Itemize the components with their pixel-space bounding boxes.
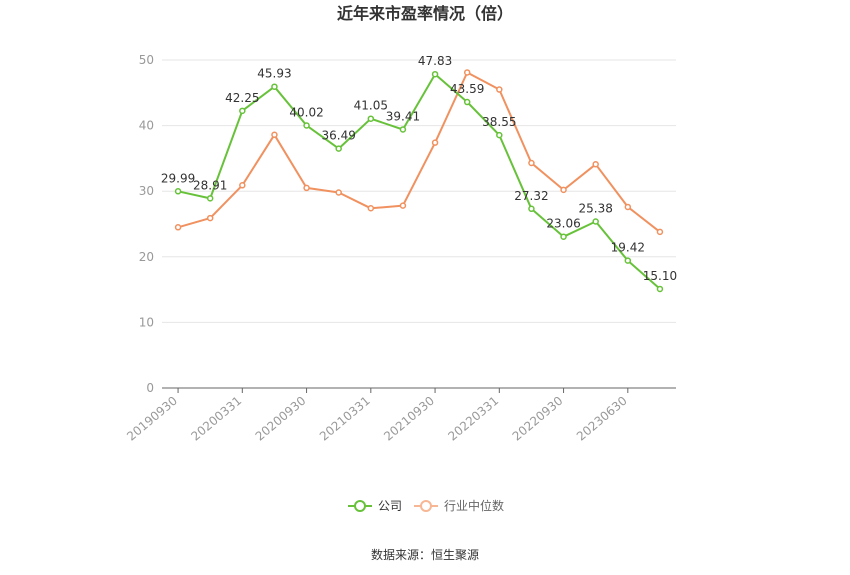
data-point-series-0[interactable] xyxy=(367,115,375,122)
y-tick-label: 20 xyxy=(139,250,154,264)
data-label: 28.91 xyxy=(193,178,227,192)
data-label: 15.10 xyxy=(643,269,677,283)
data-point-series-1[interactable] xyxy=(656,228,664,236)
y-tick-label: 40 xyxy=(139,119,154,133)
data-point-series-1[interactable] xyxy=(431,139,439,146)
legend: 公司 行业中位数 xyxy=(348,498,504,513)
data-label: 42.25 xyxy=(225,91,259,105)
legend-label-industry-median: 行业中位数 xyxy=(444,498,504,513)
data-point-series-0[interactable] xyxy=(271,83,278,90)
x-tick-label: 20230630 xyxy=(574,394,630,444)
data-point-series-1[interactable] xyxy=(367,205,375,212)
data-point-series-0[interactable] xyxy=(239,107,246,115)
series-layer xyxy=(174,69,664,293)
data-point-series-1[interactable] xyxy=(624,203,632,211)
data-point-series-1[interactable] xyxy=(463,69,471,76)
data-point-series-1[interactable] xyxy=(496,86,503,93)
data-point-series-1[interactable] xyxy=(271,131,278,139)
legend-label-company: 公司 xyxy=(378,499,402,513)
x-axis: 20190930 20200331 20200930 20210331 20210930… xyxy=(124,387,676,444)
x-tick-label: 20220930 xyxy=(510,394,566,444)
data-label: 29.99 xyxy=(161,171,195,185)
legend-marker-industry-median xyxy=(420,500,432,512)
data-point-series-1[interactable] xyxy=(174,224,182,231)
data-label: 43.59 xyxy=(450,82,484,96)
series-line-0 xyxy=(177,73,661,290)
chart-title: 近年来市盈率情况（倍） xyxy=(337,4,513,23)
data-point-series-1[interactable] xyxy=(303,184,310,192)
data-point-series-0[interactable] xyxy=(206,195,214,202)
data-label: 27.32 xyxy=(514,189,548,203)
x-tick-label: 20210331 xyxy=(317,394,373,444)
data-point-series-1[interactable] xyxy=(592,161,599,168)
x-tick-label: 20220331 xyxy=(445,394,501,444)
data-label: 25.38 xyxy=(579,202,613,216)
data-point-series-0[interactable] xyxy=(463,98,471,106)
data-point-series-0[interactable] xyxy=(656,285,664,293)
y-tick-label: 10 xyxy=(139,315,154,329)
legend-item-company[interactable]: 公司 xyxy=(348,499,402,513)
y-tick-label: 50 xyxy=(139,53,154,67)
data-point-series-0[interactable] xyxy=(528,205,535,213)
data-label: 41.05 xyxy=(354,99,388,113)
data-point-series-0[interactable] xyxy=(592,218,599,225)
data-label: 39.41 xyxy=(386,109,420,123)
data-point-series-0[interactable] xyxy=(431,70,439,78)
data-point-series-0[interactable] xyxy=(560,233,567,240)
data-point-series-0[interactable] xyxy=(174,188,182,195)
x-tick-label: 20200331 xyxy=(188,394,244,444)
data-point-series-1[interactable] xyxy=(528,159,535,167)
data-point-series-1[interactable] xyxy=(239,182,246,189)
data-source: 数据来源：恒生聚源 xyxy=(371,547,479,562)
data-point-series-1[interactable] xyxy=(335,189,342,196)
data-point-series-0[interactable] xyxy=(399,126,407,133)
legend-item-industry-median[interactable]: 行业中位数 xyxy=(414,498,504,513)
data-point-series-0[interactable] xyxy=(624,257,632,264)
data-label: 36.49 xyxy=(322,129,356,143)
data-point-series-1[interactable] xyxy=(560,186,567,194)
data-label: 19.42 xyxy=(611,241,645,255)
data-point-series-0[interactable] xyxy=(335,145,342,152)
y-tick-label: 30 xyxy=(139,184,154,198)
series-line-1 xyxy=(177,71,661,233)
y-axis-ticks: 0 10 20 30 40 50 xyxy=(139,53,154,395)
data-label: 23.06 xyxy=(546,217,580,231)
x-tick-label: 20210930 xyxy=(381,394,437,444)
legend-marker-company xyxy=(354,500,366,512)
data-label: 47.83 xyxy=(418,54,452,68)
data-label: 38.55 xyxy=(482,115,516,129)
data-label: 40.02 xyxy=(289,105,323,119)
data-point-series-1[interactable] xyxy=(206,214,214,222)
x-tick-label: 20190930 xyxy=(124,394,180,444)
data-label: 45.93 xyxy=(257,67,291,81)
data-point-series-1[interactable] xyxy=(399,202,407,209)
data-point-series-0[interactable] xyxy=(496,131,503,139)
grid-lines xyxy=(162,59,676,323)
y-tick-label: 0 xyxy=(146,381,154,395)
x-tick-label: 20200930 xyxy=(253,394,309,444)
data-point-series-0[interactable] xyxy=(303,122,310,129)
